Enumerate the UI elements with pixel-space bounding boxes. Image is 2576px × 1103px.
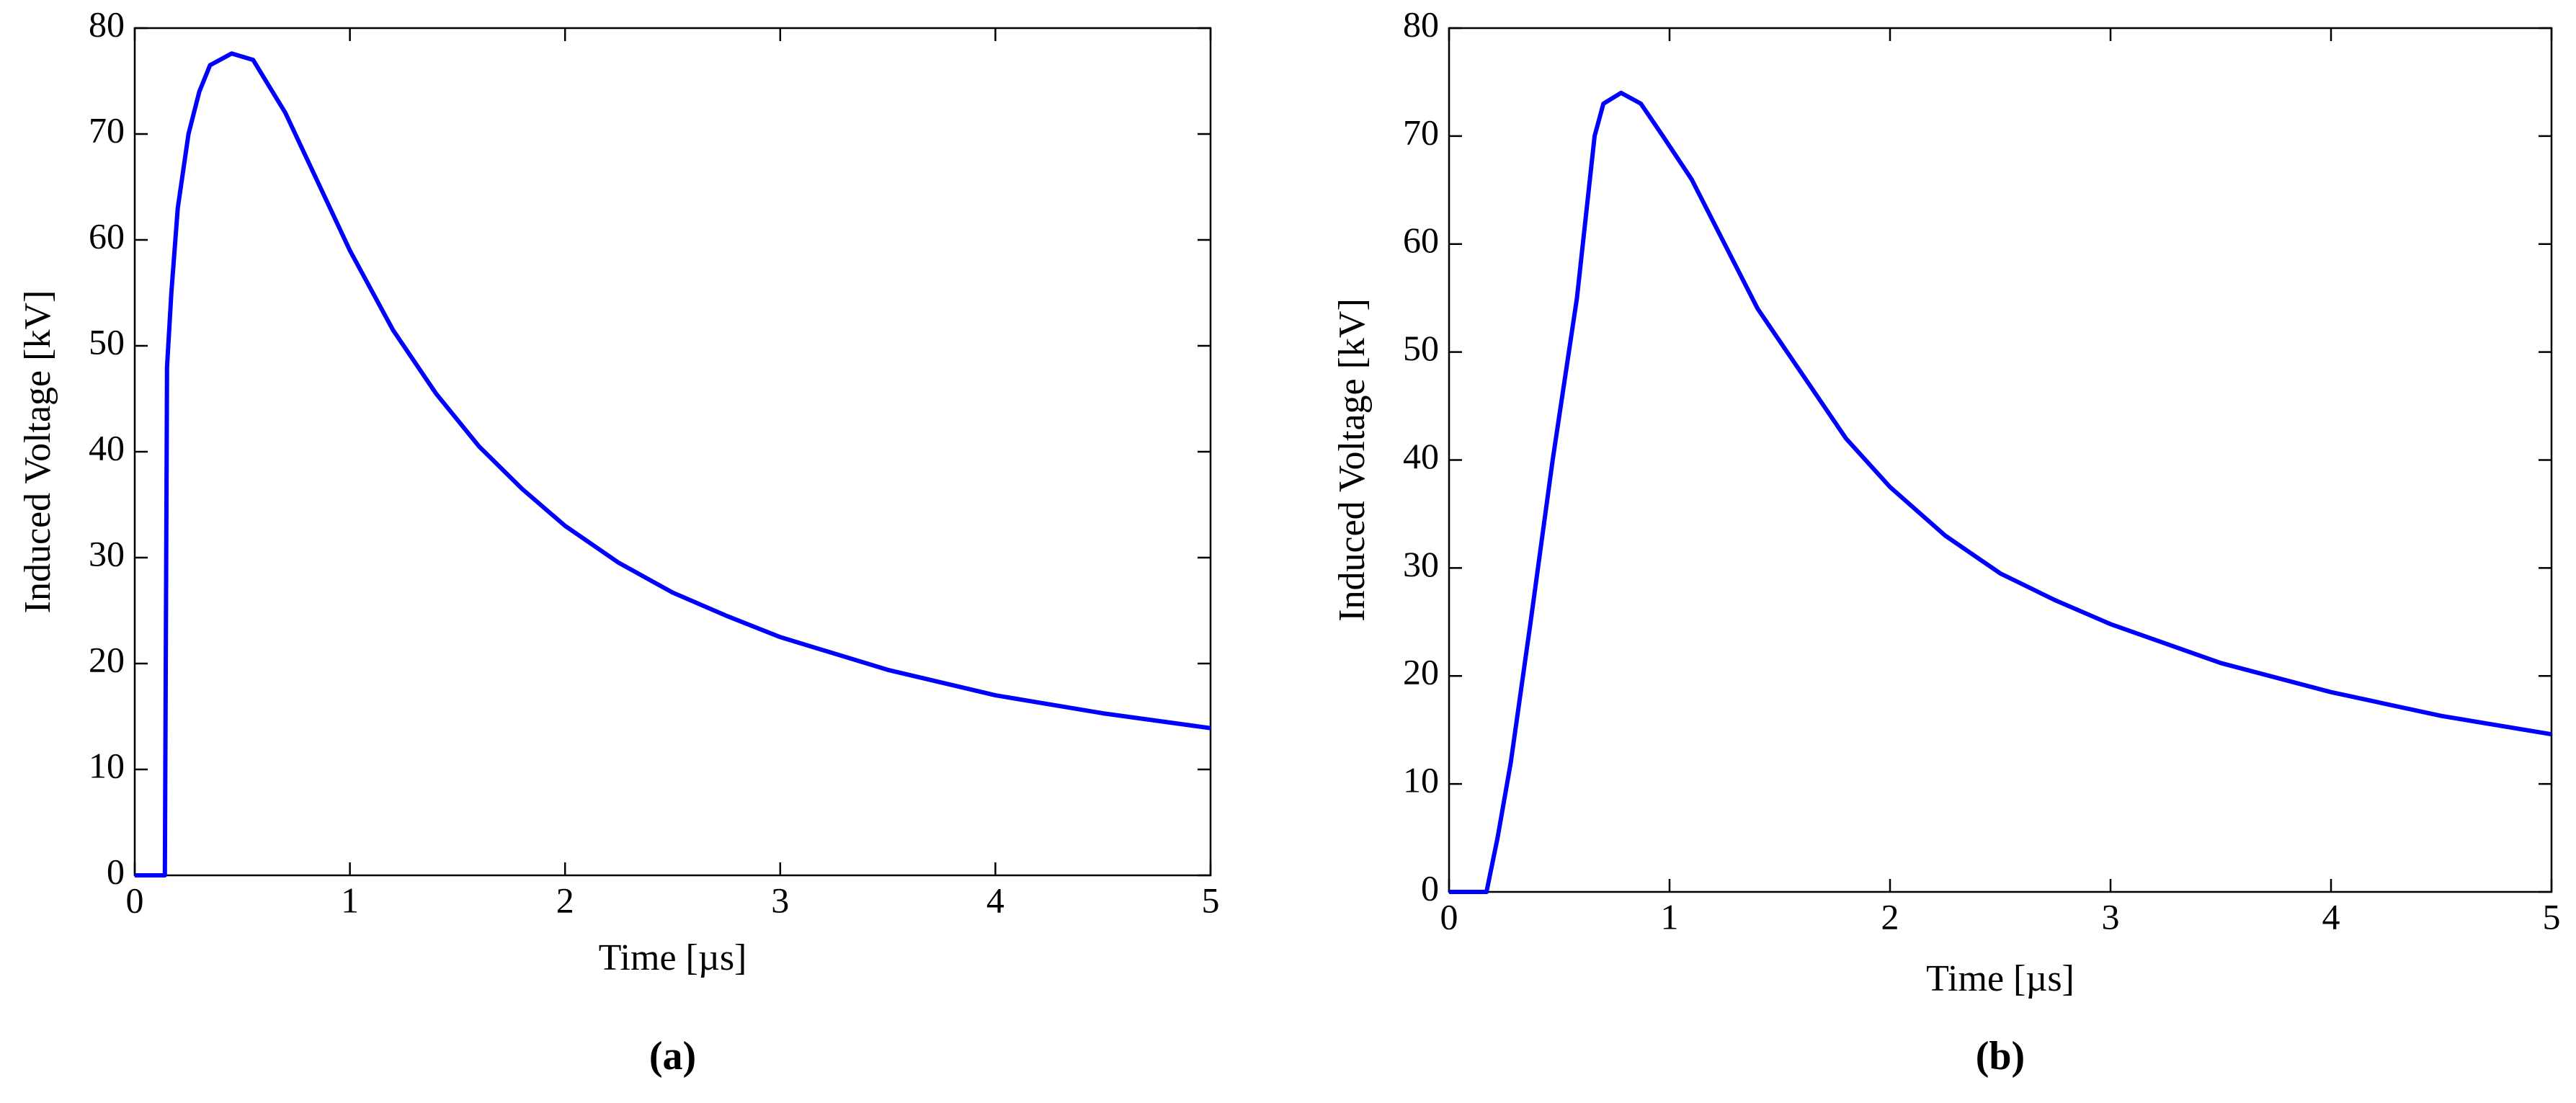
y-tick-label: 70 — [1403, 112, 1439, 152]
y-tick-label: 60 — [89, 215, 125, 256]
x-tick-label: 0 — [1440, 896, 1458, 937]
x-tick-label: 2 — [556, 880, 574, 920]
x-tick-label: 4 — [986, 880, 1004, 920]
x-tick-label: 1 — [1661, 896, 1679, 937]
y-tick-label: 80 — [89, 4, 125, 44]
y-tick-label: 70 — [89, 110, 125, 150]
y-tick-label: 80 — [1403, 4, 1439, 44]
x-tick-label: 0 — [126, 880, 144, 920]
x-axis-label: Time [µs] — [599, 937, 747, 978]
caption: (a) — [649, 1034, 696, 1079]
y-tick-label: 50 — [1403, 328, 1439, 368]
x-tick-label: 5 — [1202, 880, 1220, 920]
y-tick-label: 10 — [1403, 760, 1439, 800]
x-axis-label: Time [µs] — [1926, 958, 2074, 999]
y-tick-label: 40 — [1403, 436, 1439, 476]
y-tick-label: 20 — [89, 639, 125, 679]
x-tick-label: 2 — [1881, 896, 1899, 937]
x-tick-label: 4 — [2322, 896, 2340, 937]
y-tick-label: 40 — [89, 427, 125, 468]
y-tick-label: 10 — [89, 745, 125, 785]
y-tick-label: 0 — [1421, 867, 1439, 908]
plot-frame — [133, 27, 1212, 877]
data-line — [1449, 90, 2552, 894]
y-tick-label: 30 — [1403, 544, 1439, 584]
data-line — [135, 51, 1211, 878]
x-tick-label: 3 — [771, 880, 789, 920]
x-tick-label: 1 — [341, 880, 359, 920]
y-tick-label: 20 — [1403, 652, 1439, 692]
y-tick-label: 50 — [89, 321, 125, 362]
y-tick-label: 30 — [89, 533, 125, 573]
y-tick-label: 0 — [107, 851, 125, 891]
x-tick-label: 5 — [2543, 896, 2561, 937]
y-axis-label: Induced Voltage [kV] — [17, 290, 58, 614]
plot-frame — [1448, 27, 2553, 893]
y-axis-label: Induced Voltage [kV] — [1332, 298, 1373, 622]
x-tick-label: 3 — [2102, 896, 2120, 937]
caption: (b) — [1976, 1034, 2025, 1079]
y-tick-label: 60 — [1403, 220, 1439, 260]
